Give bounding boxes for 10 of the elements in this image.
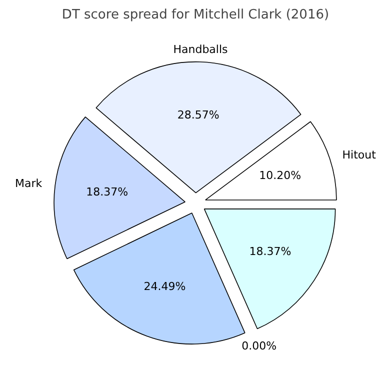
data-label: 28.57% [177,108,220,122]
text: 0.00% [242,340,277,353]
chart-title: DT score spread for Mitchell Clark (2016) [62,8,330,22]
data-label: 10.20% [259,168,302,182]
data-label: 18.37% [249,245,292,258]
data-label: 24.49% [144,280,186,293]
slice-label: Mark [15,177,43,190]
slice-label: Handballs [173,43,228,56]
slice-label: Hitout [342,148,377,162]
data-label: 18.37% [86,185,128,198]
